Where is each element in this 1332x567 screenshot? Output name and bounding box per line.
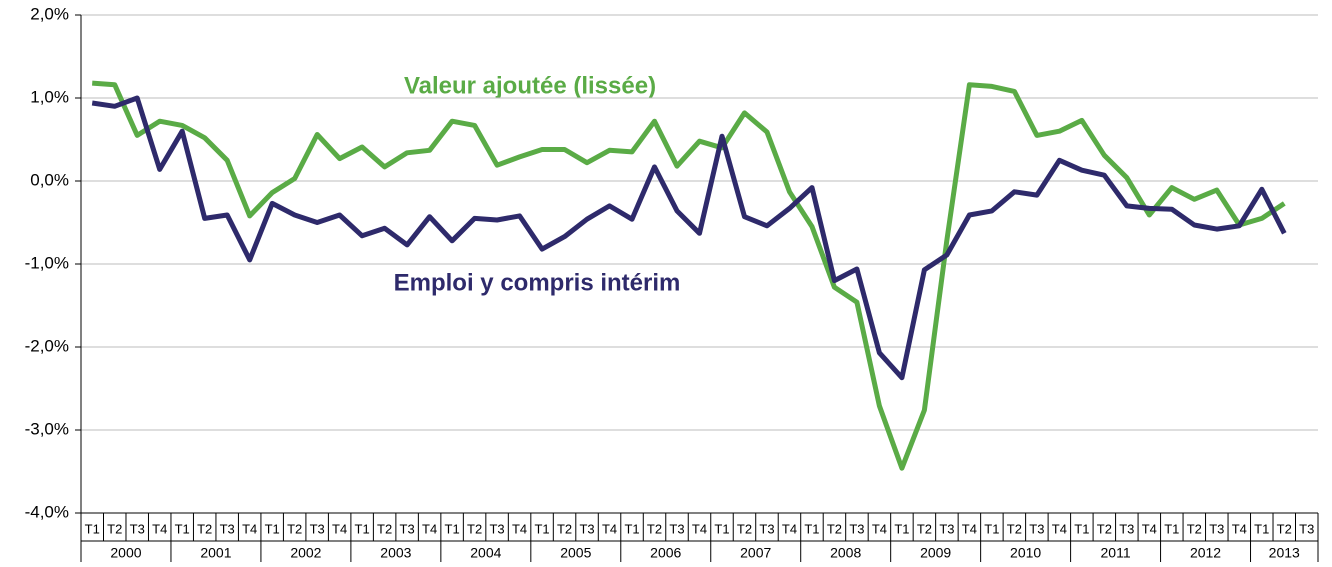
x-tick-label: T1 <box>714 521 729 536</box>
x-tick-label: T2 <box>1007 521 1022 536</box>
x-tick-label: T1 <box>1074 521 1089 536</box>
x-tick-label: T3 <box>130 521 145 536</box>
x-tick-label: T4 <box>422 521 437 536</box>
year-label: 2011 <box>1101 545 1131 561</box>
y-tick-label: -2,0% <box>25 336 69 355</box>
x-tick-label: T4 <box>872 521 887 536</box>
x-tick-label: T1 <box>624 521 639 536</box>
year-label: 2004 <box>470 545 501 561</box>
x-tick-label: T2 <box>1187 521 1202 536</box>
year-label: 2010 <box>1010 545 1041 561</box>
x-tick-label: T4 <box>692 521 707 536</box>
x-tick-label: T1 <box>984 521 999 536</box>
x-tick-label: T4 <box>152 521 167 536</box>
series-line <box>92 80 1286 471</box>
x-tick-label: T1 <box>355 521 370 536</box>
year-label: 2005 <box>560 545 591 561</box>
year-label: 2008 <box>830 545 861 561</box>
x-tick-label: T3 <box>849 521 864 536</box>
x-tick-label: T3 <box>489 521 504 536</box>
year-label: 2000 <box>110 545 141 561</box>
x-tick-label: T3 <box>579 521 594 536</box>
x-tick-label: T4 <box>1052 521 1067 536</box>
year-label: 2013 <box>1269 545 1300 561</box>
x-tick-label: T3 <box>1209 521 1224 536</box>
x-tick-label: T2 <box>287 521 302 536</box>
year-label: 2012 <box>1190 545 1221 561</box>
year-label: 2002 <box>290 545 321 561</box>
x-tick-label: T3 <box>1029 521 1044 536</box>
x-tick-label: T1 <box>534 521 549 536</box>
x-tick-label: T2 <box>377 521 392 536</box>
x-tick-label: T3 <box>310 521 325 536</box>
x-tick-label: T1 <box>1254 521 1269 536</box>
x-tick-label: T4 <box>242 521 257 536</box>
x-tick-label: T4 <box>962 521 977 536</box>
y-tick-label: -1,0% <box>25 253 69 272</box>
x-tick-label: T3 <box>669 521 684 536</box>
x-tick-label: T3 <box>400 521 415 536</box>
x-tick-label: T2 <box>737 521 752 536</box>
x-tick-label: T2 <box>1097 521 1112 536</box>
x-tick-label: T3 <box>759 521 774 536</box>
x-tick-label: T1 <box>175 521 190 536</box>
y-tick-label: -4,0% <box>25 502 69 521</box>
x-tick-label: T1 <box>804 521 819 536</box>
x-tick-label: T4 <box>602 521 617 536</box>
x-tick-label: T2 <box>107 521 122 536</box>
x-tick-label: T3 <box>1119 521 1134 536</box>
year-label: 2009 <box>920 545 951 561</box>
year-label: 2001 <box>200 545 231 561</box>
x-tick-label: T4 <box>1232 521 1247 536</box>
y-tick-label: 2,0% <box>30 4 69 23</box>
x-tick-label: T1 <box>445 521 460 536</box>
x-tick-label: T3 <box>939 521 954 536</box>
y-tick-label: -3,0% <box>25 419 69 438</box>
x-tick-label: T1 <box>265 521 280 536</box>
year-label: 2003 <box>380 545 411 561</box>
year-label: 2006 <box>650 545 681 561</box>
series-annotation: Emploi y compris intérim <box>394 269 681 296</box>
year-label: 2007 <box>740 545 771 561</box>
y-tick-label: 1,0% <box>30 87 69 106</box>
x-tick-label: T2 <box>827 521 842 536</box>
x-tick-label: T4 <box>512 521 527 536</box>
x-tick-label: T2 <box>557 521 572 536</box>
series-line <box>91 95 1287 381</box>
x-tick-label: T2 <box>917 521 932 536</box>
x-tick-label: T3 <box>220 521 235 536</box>
x-tick-label: T2 <box>197 521 212 536</box>
x-tick-label: T4 <box>1142 521 1157 536</box>
x-tick-label: T2 <box>647 521 662 536</box>
y-tick-label: 0,0% <box>30 170 69 189</box>
x-tick-label: T2 <box>1277 521 1292 536</box>
x-tick-label: T1 <box>894 521 909 536</box>
x-tick-label: T3 <box>1299 521 1314 536</box>
x-tick-label: T4 <box>332 521 347 536</box>
x-tick-label: T2 <box>467 521 482 536</box>
x-tick-label: T4 <box>782 521 797 536</box>
x-tick-label: T1 <box>85 521 100 536</box>
series-annotation: Valeur ajoutée (lissée) <box>404 72 656 99</box>
x-tick-label: T1 <box>1164 521 1179 536</box>
